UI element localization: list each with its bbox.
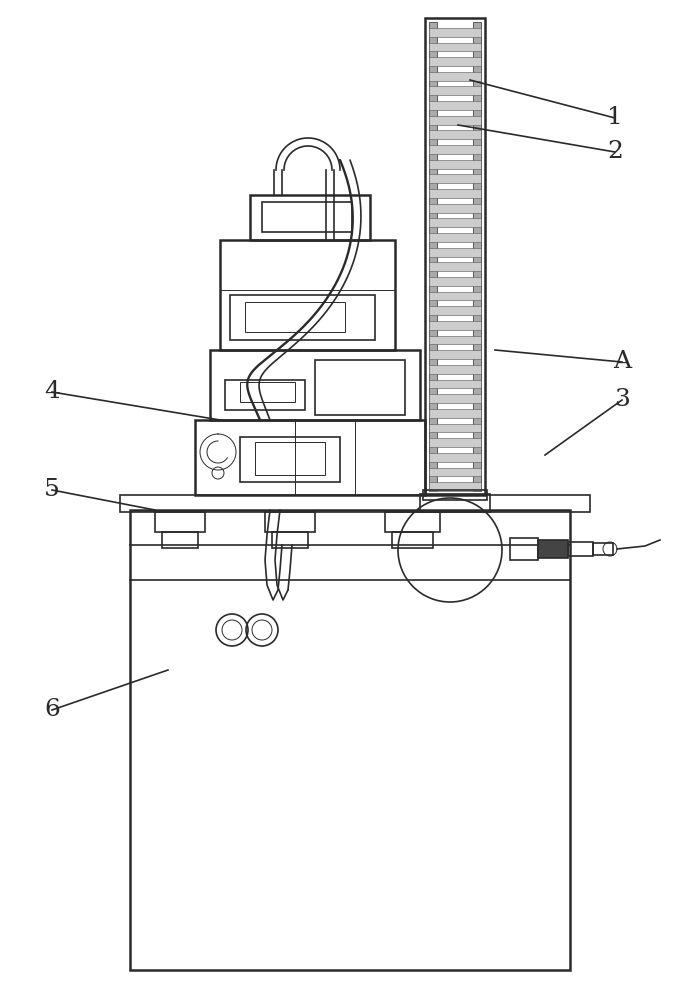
Bar bbox=[429, 189, 481, 198]
Bar bbox=[429, 409, 481, 418]
Text: 1: 1 bbox=[607, 106, 623, 129]
Bar bbox=[538, 540, 568, 558]
Bar bbox=[429, 482, 481, 491]
Bar bbox=[250, 195, 370, 240]
Bar bbox=[429, 28, 481, 37]
Bar bbox=[429, 130, 481, 139]
Bar bbox=[429, 336, 481, 344]
Bar bbox=[429, 145, 481, 154]
Bar bbox=[429, 86, 481, 95]
Bar bbox=[429, 248, 481, 256]
Bar bbox=[255, 442, 325, 475]
Bar bbox=[265, 512, 315, 532]
Bar bbox=[385, 512, 440, 532]
Bar bbox=[429, 218, 481, 227]
Bar bbox=[130, 510, 570, 970]
Bar bbox=[420, 494, 490, 512]
Bar bbox=[240, 382, 295, 402]
Text: A: A bbox=[613, 351, 631, 373]
Bar bbox=[429, 424, 481, 432]
Bar bbox=[230, 295, 375, 340]
Bar bbox=[429, 72, 481, 81]
Bar bbox=[425, 18, 485, 495]
Bar bbox=[429, 380, 481, 388]
Bar bbox=[429, 350, 481, 359]
Text: 6: 6 bbox=[44, 698, 60, 722]
Bar bbox=[429, 394, 481, 403]
Bar bbox=[429, 204, 481, 213]
Bar bbox=[593, 543, 613, 555]
Bar bbox=[429, 468, 481, 476]
Bar bbox=[220, 240, 395, 350]
Bar bbox=[120, 495, 590, 512]
Bar bbox=[155, 512, 205, 532]
Bar bbox=[429, 233, 481, 242]
Bar bbox=[429, 277, 481, 286]
Bar bbox=[392, 532, 433, 548]
Text: 5: 5 bbox=[44, 479, 60, 502]
Text: 2: 2 bbox=[607, 140, 623, 163]
Bar bbox=[240, 437, 340, 482]
Bar bbox=[272, 532, 308, 548]
Bar bbox=[510, 538, 538, 560]
Bar bbox=[429, 438, 481, 447]
Bar bbox=[429, 160, 481, 169]
Bar bbox=[429, 57, 481, 66]
Bar bbox=[429, 292, 481, 300]
Bar bbox=[210, 350, 420, 420]
Text: 4: 4 bbox=[44, 380, 60, 403]
Bar bbox=[225, 380, 305, 410]
Bar bbox=[429, 365, 481, 374]
Bar bbox=[423, 490, 487, 500]
Bar bbox=[429, 101, 481, 110]
Bar bbox=[429, 22, 437, 491]
Text: 3: 3 bbox=[614, 388, 630, 412]
Bar bbox=[245, 302, 345, 332]
Bar bbox=[473, 22, 481, 491]
Bar bbox=[315, 360, 405, 415]
Bar bbox=[262, 202, 352, 232]
Bar bbox=[429, 306, 481, 315]
Bar bbox=[162, 532, 198, 548]
Bar bbox=[195, 420, 425, 495]
Bar bbox=[429, 174, 481, 183]
Bar bbox=[429, 43, 481, 51]
Bar bbox=[429, 453, 481, 462]
Bar bbox=[429, 262, 481, 271]
Bar bbox=[429, 116, 481, 125]
Bar bbox=[568, 542, 593, 556]
Bar bbox=[429, 321, 481, 330]
